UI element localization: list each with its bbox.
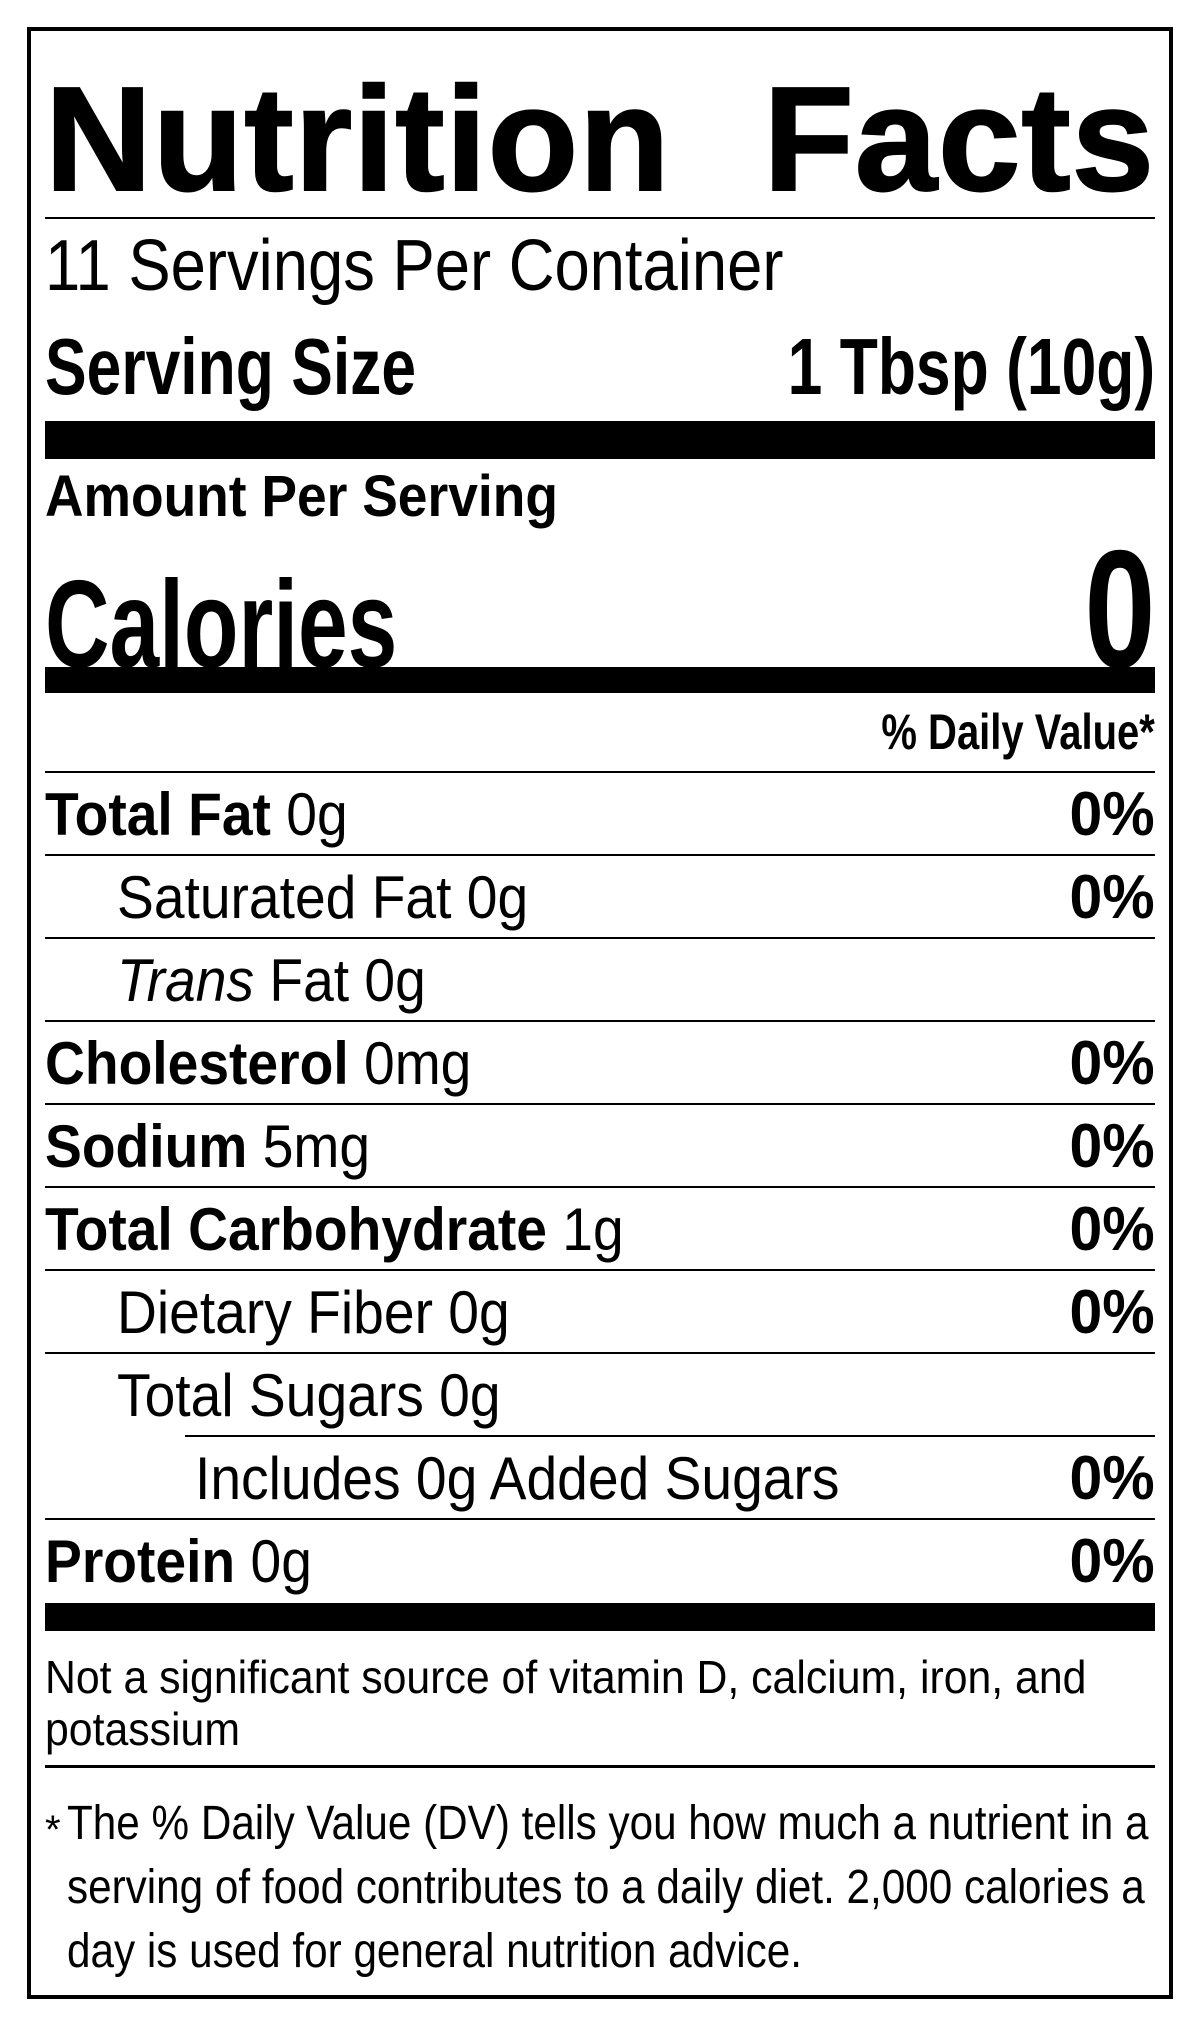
nutrient-name: Cholesterol 0mg <box>45 1029 471 1098</box>
daily-value: 0% <box>1069 1029 1155 1098</box>
nutrient-row: Dietary Fiber 0g 0% <box>45 1271 1155 1354</box>
nutrient-row: Protein 0g 0% <box>45 1520 1155 1603</box>
nutrient-name-part: 0g <box>270 781 348 848</box>
nutrient-name: Dietary Fiber 0g <box>117 1278 510 1347</box>
nutrient-row: Trans Fat 0g <box>45 939 1155 1022</box>
nutrition-facts-label: Nutrition Facts 11 Servings Per Containe… <box>27 27 1173 1999</box>
daily-value: 0% <box>1069 1527 1155 1596</box>
nutrient-row: Total Sugars 0g <box>45 1354 1155 1437</box>
nutrient-name: Total Carbohydrate 1g <box>45 1195 624 1264</box>
nutrient-name: Protein 0g <box>45 1527 312 1596</box>
title-word-nutrition: Nutrition <box>44 56 671 222</box>
nutrient-name: Includes 0g Added Sugars <box>195 1444 839 1513</box>
nutrient-name-part: 0mg <box>348 1030 472 1097</box>
footnote-divider <box>45 1765 1155 1768</box>
daily-value: 0% <box>1069 1195 1155 1264</box>
daily-value: 0% <box>1069 1444 1155 1513</box>
calories-label: Calories <box>45 556 398 694</box>
nutrient-name-part: Includes 0g Added Sugars <box>195 1445 840 1512</box>
nutrient-name-part: 5mg <box>247 1113 371 1180</box>
nutrient-name: Saturated Fat 0g <box>117 863 528 932</box>
daily-value: 0% <box>1069 1112 1155 1181</box>
daily-value: 0% <box>1069 780 1155 849</box>
nutrient-row: Cholesterol 0mg 0% <box>45 1022 1155 1105</box>
nutrient-row: Includes 0g Added Sugars 0% <box>45 1437 1155 1520</box>
calories-value: 0 <box>1083 515 1155 703</box>
nutrient-name-part: Protein <box>45 1528 236 1595</box>
not-significant-note: Not a significant source of vitamin D, c… <box>45 1651 1155 1755</box>
calories-row: Calories 0 <box>45 525 1155 693</box>
not-significant-line: potassium <box>45 1703 240 1755</box>
nutrient-name-part: Total Carbohydrate <box>45 1196 547 1263</box>
nutrient-name-part: 0g <box>235 1528 312 1595</box>
nutrient-table: Total Fat 0g 0% Saturated Fat 0g 0% Trans Fa… <box>45 773 1155 1603</box>
nutrient-row: Total Fat 0g 0% <box>45 773 1155 856</box>
nutrient-name-part: Cholesterol <box>45 1030 349 1097</box>
servings-per-container: 11 Servings Per Container <box>45 219 1155 313</box>
nutrient-name: Total Fat 0g <box>45 780 348 849</box>
thick-rule-middle <box>45 667 1155 693</box>
daily-value-header: % Daily Value* <box>45 693 1155 771</box>
nutrient-name: Trans Fat 0g <box>117 946 426 1015</box>
footnote-line: The % Daily Value (DV) tells you how muc… <box>67 1797 1149 1850</box>
divider <box>45 771 1155 773</box>
nutrient-name-part: Dietary Fiber 0g <box>117 1279 510 1346</box>
nutrient-name: Total Sugars 0g <box>117 1361 501 1430</box>
nutrient-name-part: Trans <box>117 947 255 1014</box>
footnote-line: day is used for general nutrition advice… <box>67 1925 802 1978</box>
nutrient-name: Sodium 5mg <box>45 1112 370 1181</box>
nutrient-row: Saturated Fat 0g 0% <box>45 856 1155 939</box>
footnote-text: The % Daily Value (DV) tells you how muc… <box>67 1792 1155 1984</box>
nutrient-name-part: Saturated Fat 0g <box>117 864 529 931</box>
thick-rule-bottom <box>45 1603 1155 1631</box>
footnote-line: serving of food contributes to a daily d… <box>67 1861 1145 1914</box>
daily-value: 0% <box>1069 863 1155 932</box>
serving-size-value: 1 Tbsp (10g) <box>787 322 1155 411</box>
nutrient-name-part: Fat 0g <box>254 947 426 1014</box>
title-word-facts: Facts <box>762 56 1155 222</box>
thick-rule-top <box>45 421 1155 459</box>
servings-per-container-text: 11 Servings Per Container <box>45 226 784 306</box>
nutrient-row: Total Carbohydrate 1g 0% <box>45 1188 1155 1271</box>
nutrient-name-part: Total Fat <box>45 781 271 848</box>
nutrient-row: Sodium 5mg 0% <box>45 1105 1155 1188</box>
footnote-asterisk: * <box>45 1808 61 1852</box>
footnote: * The % Daily Value (DV) tells you how m… <box>45 1792 1155 1984</box>
page-title: Nutrition Facts <box>44 45 1155 222</box>
not-significant-line: Not a significant source of vitamin D, c… <box>45 1651 1087 1703</box>
amount-per-serving: Amount Per Serving <box>45 464 1155 529</box>
daily-value-header-text: % Daily Value* <box>881 704 1155 760</box>
nutrient-name-part: 1g <box>546 1196 624 1263</box>
serving-size-row: Serving Size 1 Tbsp (10g) <box>45 313 1155 421</box>
serving-size-label: Serving Size <box>45 322 417 411</box>
daily-value: 0% <box>1069 1278 1155 1347</box>
divider <box>45 217 1155 219</box>
nutrient-name-part: Sodium <box>45 1113 248 1180</box>
nutrient-name-part: Total Sugars 0g <box>117 1362 501 1429</box>
amount-per-serving-text: Amount Per Serving <box>45 463 558 529</box>
